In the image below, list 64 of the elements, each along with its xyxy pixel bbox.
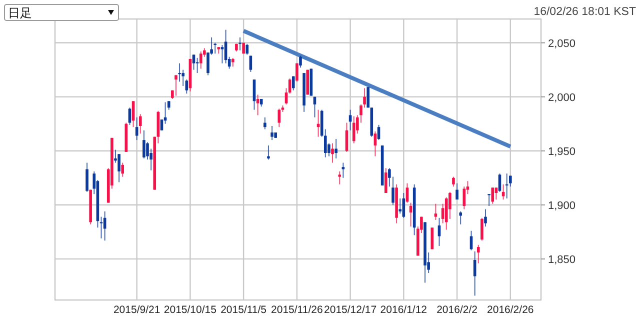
candlestick: [374, 130, 377, 157]
candlestick: [476, 244, 480, 264]
candlestick: [331, 142, 334, 164]
candlestick: [264, 116, 266, 130]
candlestick: [459, 210, 462, 225]
candlestick: [484, 208, 487, 228]
candlestick: [296, 62, 298, 82]
y-tick-label: 2,050: [548, 38, 576, 50]
x-tick-label: 2015/11/26: [271, 304, 323, 316]
candlestick: [338, 170, 342, 185]
candlestick: [220, 44, 224, 64]
candlestick: [178, 62, 181, 82]
x-tick-label: 2015/9/21: [113, 304, 160, 316]
candlestick: [121, 162, 124, 178]
candlestick: [196, 57, 199, 74]
candlestick: [138, 114, 142, 134]
x-tick-label: 2015/10/15: [164, 304, 217, 316]
candlestick: [174, 74, 178, 96]
candlestick: [292, 76, 295, 91]
y-tick-label: 1,950: [548, 146, 576, 158]
candlestick: [452, 176, 455, 188]
candlestick: [456, 182, 458, 200]
y-tick-label: 1,850: [548, 254, 576, 266]
candlestick: [470, 230, 473, 251]
candlestick: [160, 119, 164, 131]
x-tick-label: 2015/11/5: [220, 304, 267, 316]
candlestick: [224, 29, 228, 64]
candlestick: [199, 50, 202, 70]
candlestick: [488, 194, 490, 206]
x-tick-label: 2016/2/2: [436, 304, 478, 316]
candlestick: [128, 107, 132, 126]
candlestick: [118, 154, 120, 183]
candlestick: [299, 55, 302, 68]
dropdown: 日足: [4, 4, 119, 21]
candlestick: [249, 55, 252, 72]
text: 16/02/26 18:01 KST: [534, 6, 636, 18]
candlestick: [430, 227, 434, 250]
candlestick: [86, 162, 88, 192]
candlestick: [270, 125, 274, 141]
candlestick: [352, 116, 356, 144]
candlestick: [238, 36, 242, 51]
y-tick-label: 1,900: [548, 200, 576, 212]
candlestick: [334, 138, 338, 159]
x-tick-label: 2015/12/17: [324, 304, 377, 316]
x-tick-label: 2016/2/26: [487, 304, 534, 316]
x-tick-label: 2016/1/12: [380, 304, 428, 316]
candlestick: [384, 168, 388, 194]
candlestick: [480, 217, 484, 242]
candlestick: [142, 130, 146, 159]
candlestick: [402, 192, 406, 218]
candlestick: [498, 173, 502, 192]
candlestick: [100, 216, 103, 239]
candlestick: [494, 187, 498, 200]
candlestick: [278, 108, 281, 128]
candlestick: [246, 43, 249, 56]
candlestick: [491, 187, 494, 204]
candlestick: [377, 124, 380, 141]
candlestick: [398, 198, 402, 214]
candlestick: [366, 86, 370, 108]
y-tick-label: 2,000: [548, 92, 576, 104]
candlestick: [434, 203, 438, 221]
candlestick: [267, 144, 270, 160]
candlestick: [256, 94, 260, 116]
candlestick: [192, 54, 196, 70]
